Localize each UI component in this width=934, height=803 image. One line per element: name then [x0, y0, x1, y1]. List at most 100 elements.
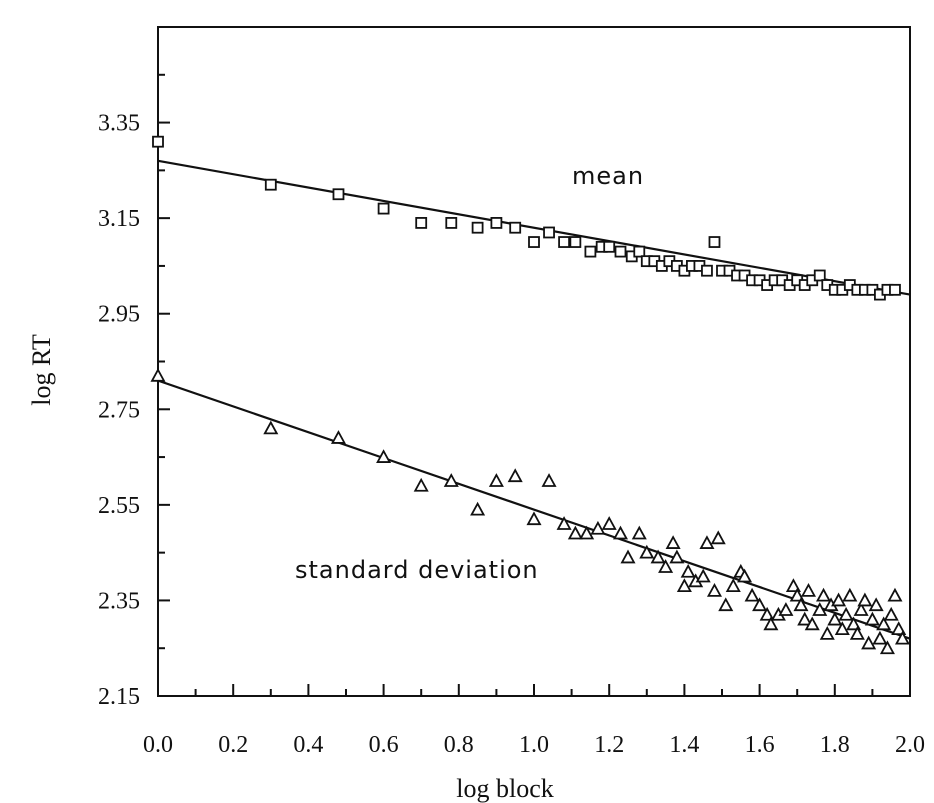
x-tick-label: 1.0 — [519, 732, 549, 758]
mean-point — [264, 178, 277, 191]
y-axis-title: log RT — [27, 334, 56, 406]
std-point — [834, 621, 850, 635]
std-fit-line — [157, 379, 911, 640]
x-tick-label: 0.4 — [293, 732, 323, 758]
std-point — [699, 535, 715, 549]
std-point — [853, 602, 869, 616]
std-point — [800, 582, 816, 597]
x-axis-title: log block — [456, 774, 554, 803]
x-tick-label: 0.8 — [444, 732, 474, 758]
std-point — [861, 635, 877, 650]
std-point — [507, 468, 523, 483]
std-point — [150, 367, 166, 382]
std-point — [676, 578, 692, 592]
std-point — [601, 516, 617, 530]
std-point — [778, 602, 794, 616]
std-point — [718, 597, 734, 612]
std-point — [864, 611, 880, 626]
mean-point — [528, 236, 540, 248]
std-point — [744, 587, 760, 602]
mean-point — [152, 135, 164, 148]
std-point — [789, 587, 805, 602]
std-point — [812, 602, 828, 616]
x-tick-labels: 0.0 0.2 0.4 0.6 0.8 1.0 1.2 1.4 1.6 1.8 2.0 — [143, 732, 925, 758]
std-point — [725, 578, 741, 592]
std-point — [413, 477, 429, 492]
std-point — [263, 420, 279, 435]
mean-point — [471, 221, 484, 234]
std-point — [759, 606, 775, 621]
mean-point — [332, 188, 345, 201]
std-point — [797, 611, 813, 626]
data-markers — [150, 135, 910, 655]
std-point — [891, 621, 907, 635]
std-point — [665, 535, 681, 549]
std-point — [443, 473, 459, 487]
mean-point — [543, 226, 555, 239]
std-point — [857, 592, 873, 607]
std-point — [620, 549, 636, 564]
y-tick-label: 3.15 — [98, 206, 140, 232]
std-point — [680, 563, 696, 578]
y-tick-label: 2.55 — [98, 493, 140, 519]
std-point — [785, 578, 801, 592]
y-tick-label: 2.75 — [98, 397, 140, 423]
x-tick-label: 0.6 — [369, 732, 399, 758]
y-tick-label: 3.35 — [98, 111, 140, 137]
std-point — [737, 568, 753, 583]
std-point — [330, 430, 346, 444]
mean-point — [509, 221, 522, 234]
mean-point — [415, 217, 428, 229]
mean-point — [633, 245, 646, 258]
std-point — [488, 473, 504, 487]
std-point — [876, 616, 892, 631]
std-point — [894, 630, 910, 645]
x-tick-label: 1.2 — [594, 732, 624, 758]
mean-point — [889, 283, 901, 296]
std-point — [883, 606, 899, 621]
std-point — [706, 582, 722, 597]
y-tick-labels: 2.15 2.35 2.55 2.75 2.95 3.15 3.35 — [98, 111, 140, 710]
std-point — [567, 525, 583, 540]
std-point — [849, 625, 865, 640]
std-point — [556, 516, 572, 530]
std-point — [752, 597, 768, 612]
y-tick-label: 2.15 — [98, 684, 140, 710]
std-point — [831, 592, 847, 607]
mean-annotation: mean — [572, 162, 644, 190]
mean-point — [603, 240, 616, 253]
std-point — [376, 449, 392, 463]
axis-ticks — [157, 26, 911, 697]
mean-point — [584, 245, 597, 258]
mean-point — [813, 269, 826, 282]
std-point — [868, 597, 884, 612]
std-point — [669, 549, 685, 564]
x-tick-label: 1.4 — [669, 732, 699, 758]
std-point — [612, 525, 628, 540]
mean-point — [569, 236, 582, 248]
std-point — [816, 587, 832, 602]
std-point — [804, 616, 820, 631]
mean-point — [490, 217, 503, 229]
x-tick-label: 1.8 — [820, 732, 850, 758]
std-point — [650, 549, 666, 564]
std-point — [639, 544, 655, 559]
std-point — [842, 587, 858, 602]
std-point — [710, 530, 726, 545]
std-point — [541, 473, 557, 487]
mean-point — [614, 245, 627, 258]
std-point — [631, 525, 647, 540]
std-point — [887, 587, 903, 602]
std-point — [827, 611, 843, 626]
std-point — [763, 616, 779, 631]
std-point — [470, 501, 486, 516]
mean-point — [445, 217, 458, 229]
std-point — [872, 630, 888, 645]
std-point — [793, 597, 809, 612]
std-point — [579, 525, 595, 540]
std-point — [590, 520, 606, 535]
y-tick-label: 2.35 — [98, 588, 140, 614]
std-point — [819, 625, 835, 640]
fit-lines — [157, 159, 911, 640]
